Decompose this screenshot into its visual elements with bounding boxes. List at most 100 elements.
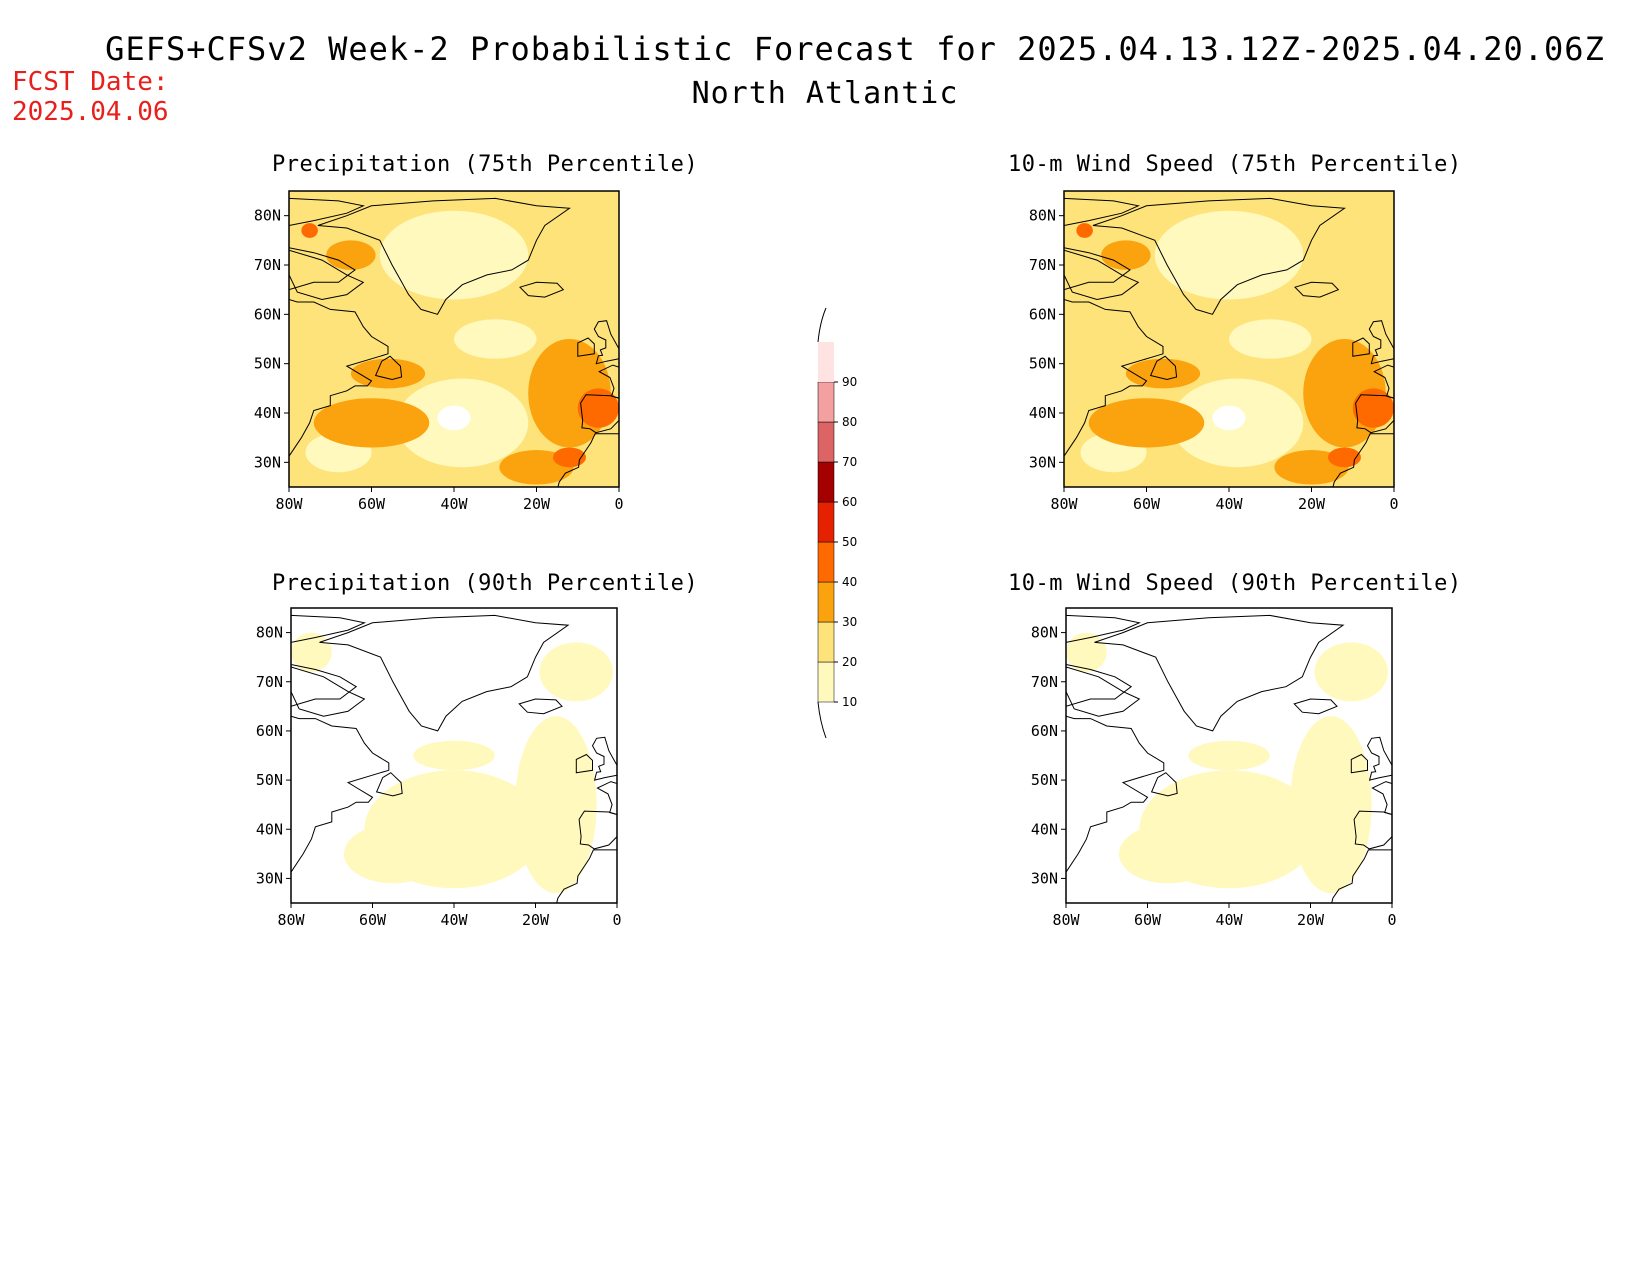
lon-tick-label: 60W (1134, 911, 1162, 929)
probability-region (1352, 388, 1394, 428)
probability-region (1125, 358, 1201, 389)
lat-tick-label: 80N (1031, 624, 1058, 642)
fcst-date-label: FCST Date: (12, 67, 169, 97)
greenland-shading (319, 615, 569, 731)
probability-region (1188, 740, 1270, 771)
panel-title-precip-75: Precipitation (75th Percentile) (272, 152, 699, 177)
probability-region (577, 388, 619, 428)
lat-tick-label: 60N (254, 305, 281, 323)
lon-tick-label: 80W (1052, 911, 1080, 929)
lon-tick-label: 40W (1215, 911, 1243, 929)
lat-tick-label: 80N (1029, 207, 1056, 225)
coastline (1331, 849, 1392, 903)
coastline (1094, 614, 1345, 732)
coastline (556, 849, 617, 903)
coastline (1373, 364, 1394, 399)
lat-tick-label: 50N (256, 771, 283, 789)
coastline (519, 281, 565, 298)
lat-tick-label: 50N (254, 355, 281, 373)
main-title: GEFS+CFSv2 Week-2 Probabilistic Forecast… (105, 30, 1605, 68)
coastline (1368, 320, 1394, 365)
lat-tick-label: 70N (254, 256, 281, 274)
lon-tick-label: 20W (523, 495, 551, 513)
probability-region (379, 210, 529, 300)
coastline (289, 197, 365, 227)
coastline (1294, 281, 1340, 298)
colorbar-swatch (817, 661, 835, 703)
colorbar-swatch (818, 342, 834, 382)
lon-tick-label: 0 (1389, 495, 1398, 513)
coastline (1066, 608, 1165, 903)
lat-tick-label: 50N (1029, 355, 1056, 373)
lat-tick-label: 50N (1031, 771, 1058, 789)
lon-tick-label: 0 (614, 495, 623, 513)
colorbar-top-cap (817, 307, 827, 343)
coastline (289, 191, 389, 487)
coastline (1066, 614, 1141, 643)
probability-region (553, 447, 586, 468)
lon-tick-label: 80W (277, 911, 305, 929)
lat-tick-label: 60N (1031, 722, 1058, 740)
lat-tick-label: 60N (1029, 305, 1056, 323)
colorbar-swatch (817, 541, 835, 583)
greenland-shading (1094, 615, 1344, 731)
colorbar-label: 60 (842, 495, 857, 509)
probability-region (313, 398, 430, 448)
lat-tick-label: 70N (1029, 256, 1056, 274)
coastline (518, 698, 563, 715)
coastline (289, 249, 365, 301)
colorbar-label: 20 (842, 655, 857, 669)
panel-title-wind-75: 10-m Wind Speed (75th Percentile) (1008, 152, 1462, 177)
probability-region (1101, 240, 1151, 270)
coastline (1355, 394, 1394, 434)
coastline (1353, 810, 1392, 850)
coastline (580, 394, 619, 434)
panel-title-precip-90: Precipitation (90th Percentile) (272, 571, 699, 596)
colorbar-bottom-cap (817, 701, 827, 739)
region-subtitle: North Atlantic (691, 76, 959, 111)
coastline (375, 772, 403, 797)
colorbar-label: 10 (842, 695, 857, 709)
lon-tick-label: 60W (358, 495, 386, 513)
coastline (1149, 355, 1178, 381)
coastline (591, 736, 617, 781)
coastline (1066, 666, 1141, 717)
coastline (1332, 433, 1394, 487)
colorbar-swatch (817, 421, 835, 463)
lon-tick-label: 40W (1215, 495, 1243, 513)
coastline (596, 781, 617, 816)
coastline (1350, 753, 1368, 774)
coastline (291, 666, 366, 717)
lat-tick-label: 40N (1031, 820, 1058, 838)
probability-region (350, 358, 426, 389)
probability-region (1118, 824, 1217, 884)
coastline (1293, 698, 1338, 715)
colorbar-swatch (817, 461, 835, 503)
lon-tick-label: 40W (440, 911, 468, 929)
coastline (317, 197, 571, 315)
lat-tick-label: 80N (254, 207, 281, 225)
colorbar-label: 80 (842, 415, 857, 429)
lat-tick-label: 40N (1029, 404, 1056, 422)
coastline (578, 810, 617, 850)
lat-tick-label: 40N (256, 820, 283, 838)
lon-tick-label: 40W (440, 495, 468, 513)
coastline (577, 337, 595, 357)
colorbar-label: 50 (842, 535, 857, 549)
coastline (1366, 736, 1392, 781)
lon-tick-label: 20W (1297, 911, 1325, 929)
colorbar-swatch (817, 581, 835, 623)
coastline (1150, 772, 1178, 797)
coastline (1352, 337, 1370, 357)
colorbar-label: 30 (842, 615, 857, 629)
probability-region (1314, 642, 1388, 702)
probability-region (1154, 210, 1304, 300)
lat-tick-label: 40N (254, 404, 281, 422)
probability-region (343, 824, 442, 884)
coastline (598, 364, 619, 399)
lon-tick-label: 20W (522, 911, 550, 929)
probability-region (1212, 405, 1246, 431)
